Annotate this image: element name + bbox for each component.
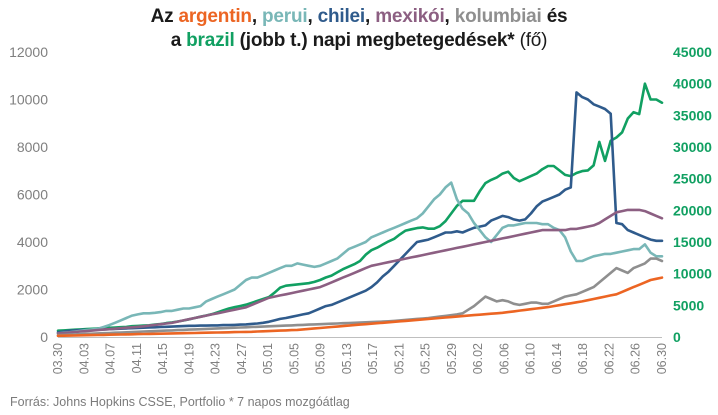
series-line-1 bbox=[56, 91, 664, 334]
x-tick-label: 05.09 bbox=[314, 343, 328, 374]
y-right-tick-label: 45000 bbox=[673, 44, 712, 60]
x-tick-label: 04.03 bbox=[77, 343, 91, 374]
x-tick-label: 06.22 bbox=[602, 343, 616, 374]
y-right-tick-label: 25000 bbox=[673, 171, 712, 187]
y-left-tick-label: 0 bbox=[40, 329, 48, 345]
title-segment: , bbox=[307, 6, 318, 27]
chart-title-line-1: Az argentin, perui, chilei, mexikói, kol… bbox=[0, 6, 718, 28]
title-segment: , bbox=[444, 6, 455, 27]
x-tick-label: 05.13 bbox=[340, 343, 354, 374]
title-segment: brazil bbox=[186, 30, 235, 51]
y-left-tick-label: 12000 bbox=[9, 44, 48, 60]
x-tick-label: 05.01 bbox=[261, 343, 275, 374]
x-tick-label: 05.17 bbox=[366, 343, 380, 374]
title-segment: (jobb t.) napi megbetegedések* bbox=[234, 30, 520, 51]
title-segment: kolumbiai bbox=[454, 6, 542, 27]
x-tick-label: 04.15 bbox=[156, 343, 170, 374]
series-line-2 bbox=[56, 181, 664, 335]
title-segment: , bbox=[251, 6, 262, 27]
y-right-tick-label: 30000 bbox=[673, 139, 712, 155]
title-segment: chilei bbox=[317, 6, 366, 27]
y-right-tick-label: 20000 bbox=[673, 202, 712, 218]
title-segment: mexikói bbox=[375, 6, 445, 27]
y-left-tick-label: 10000 bbox=[9, 92, 48, 108]
series-line-4 bbox=[56, 257, 664, 337]
y-right-tick-label: 40000 bbox=[673, 76, 712, 92]
x-tick-label: 04.19 bbox=[182, 343, 196, 374]
x-tick-label: 06.02 bbox=[471, 343, 485, 374]
y-right-tick-label: 5000 bbox=[673, 297, 704, 313]
y-right-tick-label: 0 bbox=[673, 329, 681, 345]
series-line-3 bbox=[56, 208, 664, 335]
y-left-tick-label: 8000 bbox=[17, 139, 48, 155]
x-tick-label: 06.10 bbox=[524, 343, 538, 374]
x-tick-label: 04.07 bbox=[104, 343, 118, 374]
x-tick-label: 06.26 bbox=[629, 343, 643, 374]
x-tick-label: 06.30 bbox=[655, 343, 669, 374]
y-right-tick-label: 35000 bbox=[673, 107, 712, 123]
x-tick-label: 05.25 bbox=[419, 343, 433, 374]
source-note: Forrás: Johns Hopkins CSSE, Portfolio * … bbox=[10, 395, 350, 409]
y-right-tick-label: 10000 bbox=[673, 266, 712, 282]
title-segment: argentin bbox=[178, 6, 252, 27]
y-left-tick-label: 2000 bbox=[17, 282, 48, 298]
x-tick-label: 04.23 bbox=[209, 343, 223, 374]
x-tick-label: 05.05 bbox=[287, 343, 301, 374]
title-segment: , bbox=[365, 6, 376, 27]
x-tick-label: 06.14 bbox=[550, 343, 564, 374]
x-tick-label: 05.29 bbox=[445, 343, 459, 374]
y-right-tick-label: 15000 bbox=[673, 234, 712, 250]
title-segment: Az bbox=[150, 6, 179, 27]
x-tick-label: 04.11 bbox=[130, 343, 144, 373]
title-segment: a bbox=[170, 30, 187, 51]
x-tick-label: 06.06 bbox=[497, 343, 511, 374]
x-tick-label: 03.30 bbox=[51, 343, 65, 374]
title-segment: perui bbox=[262, 6, 308, 27]
title-segment: (fő) bbox=[519, 30, 548, 51]
x-tick-label: 06.18 bbox=[576, 343, 590, 374]
series-line-5 bbox=[56, 276, 664, 338]
x-tick-label: 05.21 bbox=[392, 343, 406, 374]
chart-title-line-2: a brazil (jobb t.) napi megbetegedések* … bbox=[0, 30, 718, 52]
y-left-tick-label: 6000 bbox=[17, 187, 48, 203]
y-left-tick-label: 4000 bbox=[17, 234, 48, 250]
title-segment: és bbox=[541, 6, 568, 27]
x-tick-label: 04.27 bbox=[235, 343, 249, 374]
